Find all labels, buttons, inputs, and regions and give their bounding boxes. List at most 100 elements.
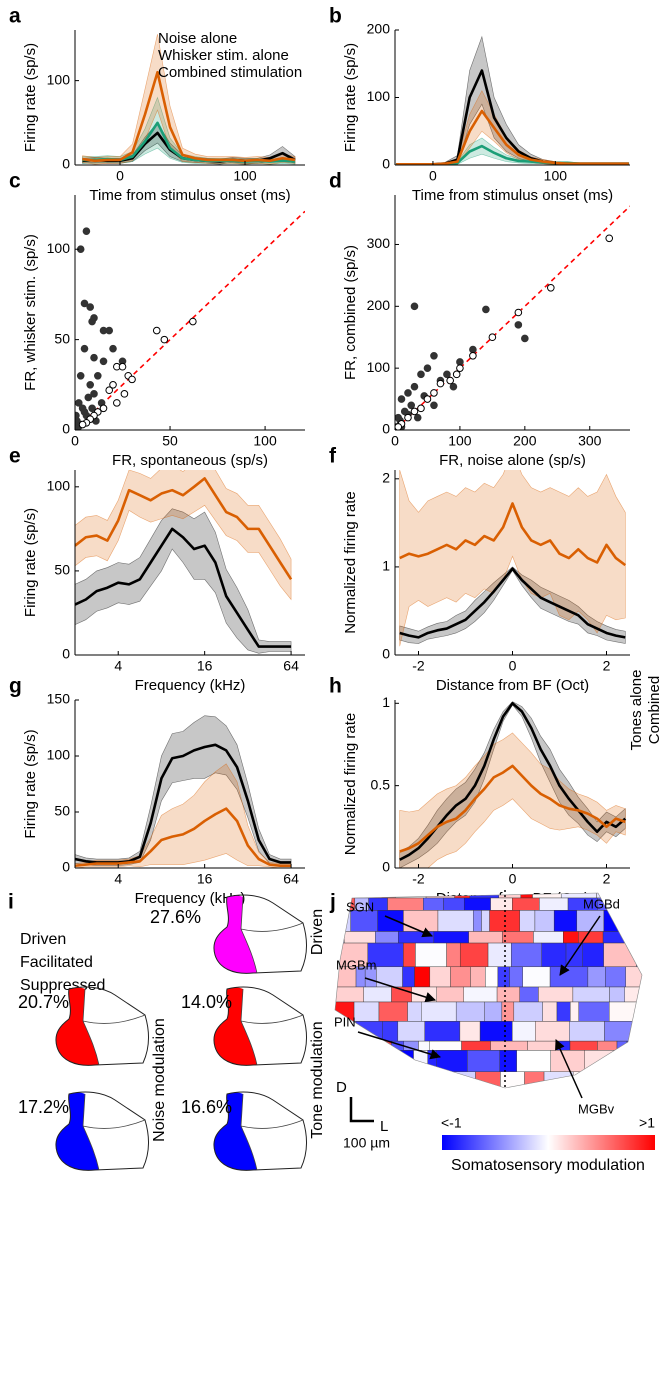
cell	[542, 1001, 558, 1022]
point	[90, 390, 98, 398]
point	[113, 399, 121, 407]
x-tick-label: 200	[513, 433, 537, 449]
point	[99, 357, 108, 366]
row-label: Driven	[309, 909, 326, 955]
point	[482, 305, 490, 314]
cell	[443, 897, 465, 911]
cell	[397, 1021, 425, 1042]
percentage: 16.6%	[181, 1097, 232, 1117]
cell	[377, 910, 404, 932]
cell	[363, 986, 392, 1003]
cell	[533, 931, 564, 944]
cell	[556, 1001, 571, 1022]
error-band	[75, 763, 292, 868]
y-tick-label: 100	[47, 747, 71, 763]
x-tick-label: 0	[71, 433, 79, 449]
cell	[490, 897, 513, 911]
cell	[604, 1021, 635, 1042]
cell	[362, 1071, 396, 1088]
x-tick-label: 2	[603, 658, 611, 674]
y-tick-label: 50	[54, 803, 70, 819]
point	[404, 413, 412, 422]
modulation-map	[335, 890, 662, 1107]
legend-entry: Facilitated	[20, 954, 93, 971]
point	[160, 335, 169, 344]
nucleus-map	[213, 894, 308, 974]
y-tick-label: 100	[47, 478, 71, 494]
cell	[353, 1001, 380, 1022]
point	[514, 321, 523, 329]
cell	[429, 1040, 462, 1051]
cell	[570, 1001, 579, 1022]
cell	[409, 1071, 442, 1088]
cell	[584, 1050, 616, 1072]
cell	[436, 986, 464, 1003]
y-tick-label: 0	[382, 646, 390, 662]
error-band	[395, 90, 630, 165]
inner-boundary	[240, 988, 304, 1066]
y-axis-label: Normalized firing rate	[342, 713, 359, 856]
x-axis-label: FR, noise alone (sp/s)	[439, 452, 586, 469]
y-tick-label: 100	[367, 88, 391, 104]
cell	[632, 931, 642, 944]
cell	[644, 890, 662, 898]
y-tick-label: 100	[47, 71, 71, 87]
y-tick-label: 200	[367, 297, 391, 313]
cell	[615, 1050, 633, 1072]
point	[417, 370, 425, 379]
x-tick-label: 64	[283, 871, 299, 887]
cell	[597, 1040, 618, 1051]
cell	[563, 931, 579, 944]
point	[105, 326, 114, 335]
point	[84, 393, 93, 402]
region-fill	[55, 1092, 99, 1171]
y-tick-label: 50	[54, 562, 70, 578]
point	[80, 408, 89, 416]
cell	[433, 931, 469, 944]
cell	[634, 1090, 643, 1107]
point	[88, 404, 96, 413]
cell	[345, 1040, 383, 1051]
cell	[512, 897, 540, 911]
cell	[450, 1090, 466, 1107]
x-tick-label: 100	[448, 433, 472, 449]
panel-label: h	[329, 675, 342, 698]
cell	[423, 897, 444, 911]
cell	[403, 910, 439, 932]
outline	[213, 1091, 308, 1171]
point	[469, 351, 477, 360]
panel-label: b	[329, 5, 342, 28]
cell	[538, 986, 574, 1003]
region-fill	[213, 1092, 257, 1171]
cell	[378, 1001, 408, 1022]
cell	[484, 1001, 503, 1022]
x-tick-label: 0	[391, 433, 399, 449]
point	[80, 299, 89, 308]
y-axis-label: Firing rate (sp/s)	[22, 508, 39, 617]
cell	[388, 1090, 408, 1107]
cell	[501, 1001, 515, 1022]
cell	[479, 1021, 513, 1042]
plot-area	[75, 470, 293, 654]
point	[449, 382, 458, 391]
cell	[487, 942, 512, 968]
cell	[335, 931, 345, 944]
cell	[475, 1071, 501, 1088]
inner-boundary	[240, 896, 304, 974]
cell	[450, 966, 471, 988]
point	[547, 283, 555, 292]
cell	[459, 942, 489, 968]
cell	[335, 986, 364, 1003]
point	[430, 351, 438, 360]
cell	[407, 1001, 422, 1022]
cell	[403, 942, 416, 968]
cell	[633, 1021, 642, 1042]
point	[410, 407, 419, 416]
cell	[626, 893, 642, 899]
cell	[436, 1050, 468, 1072]
cell	[609, 986, 625, 1003]
outline	[213, 986, 308, 1066]
x-axis-label: Distance from BF (Oct)	[436, 677, 589, 694]
panel-label: j	[329, 891, 336, 914]
cell	[624, 1071, 642, 1088]
